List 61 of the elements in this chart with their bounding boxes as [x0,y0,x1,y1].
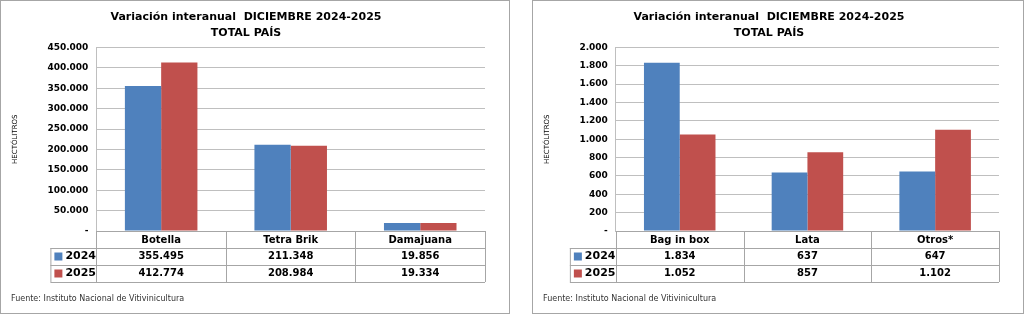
x-tick-label: Otros* [917,233,955,245]
data-label: 19.334 [400,267,440,279]
legend-label: 2025 [584,266,616,280]
bar [420,223,457,231]
y-tick-label: 2.000 [579,41,608,52]
y-tick-label: 300.000 [47,102,89,113]
chart-subtitle: TOTAL PAÍS [733,25,805,39]
bar [899,171,936,231]
data-label: 208.984 [267,267,314,279]
bar [254,144,291,231]
chart-subtitle: TOTAL PAÍS [210,25,282,39]
y-tick-label: 350.000 [47,82,89,93]
data-label: 1.834 [663,250,696,262]
x-tick-label: Botella [141,233,181,245]
y-tick-label: 1.600 [579,78,608,89]
data-label: 637 [797,250,818,262]
bar [679,134,716,231]
data-label: 857 [797,267,818,279]
data-label: 211.348 [267,250,314,262]
chart-title: Variación interanual DICIEMBRE 2024-2025 [633,10,905,24]
data-label: 412.774 [138,267,184,279]
y-tick-label: 150.000 [47,164,89,175]
x-tick-label: Damajuana [388,233,452,245]
x-tick-label: Bag in box [649,233,711,245]
y-tick-label: 1.400 [579,96,608,107]
y-tick-label: 100.000 [47,184,89,195]
chart-title: Variación interanual DICIEMBRE 2024-2025 [110,10,382,24]
y-tick-label: 1.200 [579,115,608,126]
legend-label: 2024 [65,249,97,263]
x-tick-label: Lata [795,233,820,245]
y-tick-label: 800 [589,151,608,162]
data-label: 355.495 [138,250,184,262]
legend-label: 2025 [65,266,97,280]
bar [935,129,971,231]
y-tick-label: 400 [589,188,608,199]
y-tick-label: 1.000 [579,133,608,144]
x-tick-label: Tetra Brik [263,233,319,245]
bar [643,62,680,231]
y-tick-label: 200 [589,206,608,217]
data-label: 647 [924,250,946,262]
bar [383,222,421,231]
y-tick-label: 200.000 [47,143,89,154]
data-label: 1.102 [919,267,951,279]
y-tick-label: 450.000 [47,41,89,52]
source-note: Fuente: Instituto Nacional de Vitivinicultura [11,294,185,304]
bar [771,172,808,231]
y-tick-label: 400.000 [47,62,89,73]
bar [161,62,198,231]
bar [290,145,327,231]
y-tick-label: 250.000 [47,123,89,134]
y-tick-label: 50.000 [53,204,89,215]
legend-label: 2024 [584,249,616,263]
y-tick-label: - [84,225,89,236]
bar [124,85,162,231]
y-tick-label: 600 [589,170,608,181]
data-label: 19.856 [400,250,440,262]
bar [807,152,844,231]
source-note: Fuente: Instituto Nacional de Vitivinicultura [543,294,717,304]
y-tick-label: - [604,225,609,236]
y-tick-label: 1.800 [579,60,608,71]
data-label: 1.052 [663,267,696,279]
